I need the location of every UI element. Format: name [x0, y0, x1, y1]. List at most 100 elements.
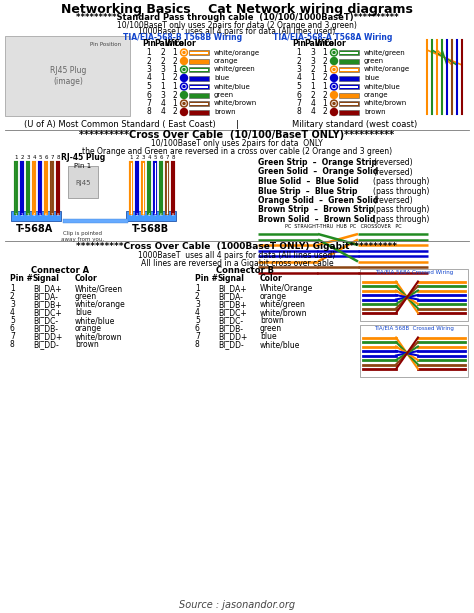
Text: 8: 8	[10, 340, 15, 349]
Circle shape	[330, 75, 337, 82]
Circle shape	[332, 85, 336, 88]
Bar	[189, 67, 209, 72]
Text: (U of A) Most Common Standard ( East Coast): (U of A) Most Common Standard ( East Coa…	[24, 120, 216, 129]
Bar	[339, 101, 359, 106]
Text: 2: 2	[146, 56, 151, 66]
Text: white/blue: white/blue	[75, 316, 115, 325]
Bar	[340, 85, 358, 88]
Text: 1: 1	[129, 155, 133, 160]
Text: 8: 8	[171, 155, 175, 160]
Text: 1: 1	[323, 48, 328, 57]
Text: Pin #: Pin #	[195, 274, 218, 283]
Text: 2: 2	[323, 91, 328, 99]
Text: 5: 5	[10, 316, 15, 325]
Text: BI_DB-: BI_DB-	[33, 324, 58, 333]
Text: BI_DD+: BI_DD+	[33, 332, 63, 341]
Circle shape	[332, 51, 336, 55]
Bar	[190, 69, 208, 70]
Bar	[190, 51, 208, 53]
Text: white/orange: white/orange	[75, 300, 126, 309]
Text: 4: 4	[33, 213, 35, 218]
Circle shape	[333, 51, 335, 53]
Text: 5: 5	[38, 155, 42, 160]
Text: (pass through): (pass through)	[373, 205, 429, 215]
Text: 1: 1	[323, 82, 328, 91]
Text: white/brown: white/brown	[260, 308, 308, 317]
Text: blue: blue	[364, 75, 379, 81]
Text: 1: 1	[323, 99, 328, 108]
Text: Color: Color	[75, 274, 98, 283]
Circle shape	[333, 85, 335, 88]
Text: 1: 1	[161, 74, 165, 83]
Circle shape	[182, 51, 186, 55]
Circle shape	[182, 67, 186, 72]
Text: (pass through): (pass through)	[373, 215, 429, 224]
Text: BI_DD-: BI_DD-	[33, 340, 59, 349]
Text: TIA/EIA 568A Crossed Wiring: TIA/EIA 568A Crossed Wiring	[375, 270, 453, 275]
Circle shape	[183, 69, 185, 70]
Text: 2: 2	[20, 155, 24, 160]
Text: 3: 3	[297, 65, 301, 74]
Text: BI_DA-: BI_DA-	[33, 292, 58, 301]
Text: (reversed): (reversed)	[373, 167, 413, 177]
Circle shape	[332, 67, 336, 72]
Text: 5: 5	[153, 155, 157, 160]
Text: 2: 2	[323, 74, 328, 83]
Text: RJ-45 Plug: RJ-45 Plug	[61, 153, 105, 162]
Text: T-568B: T-568B	[131, 224, 169, 234]
Text: 5: 5	[39, 213, 41, 218]
Text: BI_DD-: BI_DD-	[218, 340, 244, 349]
Circle shape	[181, 91, 188, 99]
Text: Connector B: Connector B	[216, 266, 274, 275]
Text: Pin #: Pin #	[10, 274, 33, 283]
Text: 3: 3	[10, 300, 15, 309]
Text: 3: 3	[141, 155, 145, 160]
Text: Orange Solid  –  Green Solid: Orange Solid – Green Solid	[258, 196, 378, 205]
Circle shape	[181, 49, 188, 56]
Text: 7: 7	[146, 99, 151, 108]
Text: 3: 3	[195, 300, 200, 309]
Text: 2: 2	[297, 56, 301, 66]
Text: 4: 4	[310, 99, 315, 108]
Text: 6: 6	[44, 155, 48, 160]
Text: 7: 7	[195, 332, 200, 341]
Circle shape	[330, 91, 337, 99]
Text: green: green	[364, 58, 384, 64]
Bar	[339, 50, 359, 55]
Text: 1: 1	[14, 155, 18, 160]
Bar	[189, 84, 209, 89]
Bar	[68, 166, 98, 197]
Text: (pass through): (pass through)	[373, 177, 429, 186]
Text: 8: 8	[297, 107, 301, 116]
Text: 4: 4	[148, 213, 150, 218]
Text: 3: 3	[26, 155, 30, 160]
Bar	[339, 93, 359, 97]
Text: TIA/EIA-568-B T568B Wiring: TIA/EIA-568-B T568B Wiring	[123, 32, 243, 42]
Text: 10/100BaseT only uses 2pairs for data (2 Orange and 3 green): 10/100BaseT only uses 2pairs for data (2…	[117, 20, 357, 29]
Text: 1000BaseT  uses all 4 pairs for data (All lines used): 1000BaseT uses all 4 pairs for data (All…	[138, 26, 336, 36]
Circle shape	[181, 58, 188, 64]
Bar	[126, 210, 176, 221]
Circle shape	[181, 109, 188, 115]
Bar	[340, 51, 358, 53]
Text: Pin: Pin	[292, 39, 306, 48]
Circle shape	[183, 51, 185, 53]
Text: 2: 2	[161, 48, 165, 57]
Bar	[63, 218, 128, 223]
Text: RJ45 Plug
(image): RJ45 Plug (image)	[50, 66, 86, 86]
Text: 2: 2	[135, 155, 139, 160]
Text: brown: brown	[214, 109, 236, 115]
Text: BI_DB+: BI_DB+	[33, 300, 62, 309]
Bar	[339, 84, 359, 89]
Text: 3: 3	[310, 56, 315, 66]
Bar	[189, 110, 209, 115]
Text: 1: 1	[195, 284, 200, 293]
Text: Signal: Signal	[218, 274, 245, 283]
Text: Source : jasonandor.org: Source : jasonandor.org	[179, 600, 295, 610]
Text: brown: brown	[364, 109, 386, 115]
Text: TIA/EIA 568B  Crossed Wiring: TIA/EIA 568B Crossed Wiring	[374, 326, 454, 331]
Text: 2: 2	[323, 107, 328, 116]
Circle shape	[183, 85, 185, 88]
Text: Blue Strip  –  Blue Strip: Blue Strip – Blue Strip	[258, 186, 357, 196]
Bar	[190, 85, 208, 88]
